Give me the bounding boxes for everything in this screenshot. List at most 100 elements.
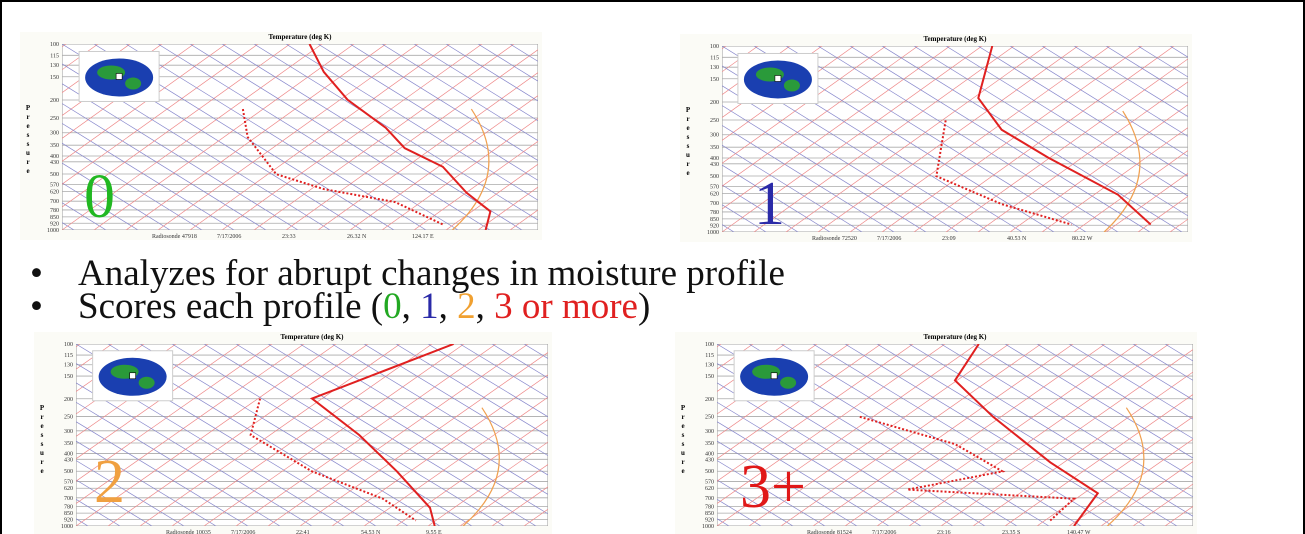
pressure-tick-label: 700 <box>50 199 59 205</box>
isotherm <box>477 186 538 230</box>
pressure-tick-label: 500 <box>705 469 714 475</box>
pressure-tick-label: 400 <box>64 452 73 458</box>
pressure-tick-label: 115 <box>64 353 73 359</box>
dry-adiabat <box>722 124 895 232</box>
pressure-tick-label: 150 <box>50 75 59 81</box>
pressure-tick-label: 700 <box>710 201 719 207</box>
dry-adiabat <box>722 85 959 232</box>
pressure-tick-label: 430 <box>705 457 714 463</box>
pressure-tick-label: 500 <box>710 174 719 180</box>
pressure-tick-label: 1000 <box>61 524 73 530</box>
pressure-tick-label: 430 <box>50 160 59 166</box>
dry-adiabat <box>876 344 1178 526</box>
isotherm <box>139 344 401 526</box>
axis-label: Pressure <box>684 106 692 178</box>
pressure-tick-label: 780 <box>705 504 714 510</box>
dry-adiabat <box>945 46 1188 197</box>
dry-adiabat <box>2 344 24 526</box>
dry-adiabat <box>381 44 538 142</box>
dry-adiabat <box>780 344 1082 526</box>
dry-adiabat <box>62 83 299 230</box>
isotherm <box>76 344 337 526</box>
dry-adiabat <box>1041 46 1188 137</box>
footer-text: 23:16 <box>937 530 951 534</box>
score: 0 <box>84 163 115 231</box>
isotherm <box>1298 46 1303 232</box>
pressure-tick-label: 130 <box>705 363 714 369</box>
pressure-tick-label: 1000 <box>707 230 719 236</box>
footer-text: 54.53 N <box>361 530 381 534</box>
pressure-tick-label: 150 <box>705 374 714 380</box>
footer-text: 40.53 N <box>1007 236 1027 242</box>
isotherm <box>1100 461 1193 526</box>
footer-text: Radiosonde 72520 <box>812 236 857 242</box>
pressure-tick-label: 780 <box>50 208 59 214</box>
dry-adiabat <box>1004 344 1193 459</box>
isotherm <box>299 351 548 526</box>
dry-adiabat <box>1293 344 1303 526</box>
bullet: • Analyzes for abrupt changes in moisture… <box>30 252 785 295</box>
dry-adiabat <box>62 162 171 230</box>
dry-adiabat <box>76 440 217 526</box>
pressure-tick-label: 100 <box>64 342 73 348</box>
dewpoint-trace <box>241 108 444 226</box>
dry-adiabat <box>427 344 548 418</box>
pressure-tick-label: 100 <box>50 42 59 48</box>
dry-adiabat <box>1036 344 1193 440</box>
dry-adiabat <box>1234 46 1303 232</box>
isotherm <box>1036 416 1193 526</box>
isotherm <box>203 344 465 526</box>
dry-adiabat <box>1266 46 1303 232</box>
pressure-tick-label: 130 <box>710 65 719 71</box>
isotherm <box>913 46 1175 232</box>
dry-adiabat <box>849 46 1151 232</box>
pressure-tick-label: 920 <box>710 223 719 229</box>
dry-adiabat <box>717 401 922 526</box>
pressure-tick-label: 200 <box>64 397 73 403</box>
dry-adiabat <box>62 122 235 230</box>
dry-adiabat <box>1068 344 1193 420</box>
pressure-tick-label: 115 <box>50 53 59 59</box>
isotherm <box>349 95 538 230</box>
pressure-tick-label: 200 <box>705 397 714 403</box>
footer-text: 22:41 <box>296 530 310 534</box>
pressure-tick-label: 350 <box>64 441 73 447</box>
temperature-trace <box>977 46 1152 226</box>
isotherm <box>62 44 227 162</box>
isotherm <box>1132 483 1193 526</box>
isotherm <box>107 344 369 526</box>
dry-adiabat <box>717 382 954 526</box>
dry-adiabat <box>76 460 185 526</box>
isotherm <box>881 46 1143 232</box>
dry-adiabat <box>76 401 281 526</box>
dry-adiabat <box>1132 344 1193 381</box>
dry-adiabat <box>785 46 1087 232</box>
isotherm <box>908 344 1170 526</box>
pressure-tick-label: 780 <box>64 504 73 510</box>
footer-text: 9.55 E <box>426 530 442 534</box>
isotherm <box>785 46 1047 232</box>
isotherm <box>945 58 1188 232</box>
pressure-tick-label: 300 <box>705 429 714 435</box>
dry-adiabat <box>459 344 548 398</box>
dry-adiabat <box>76 479 153 526</box>
dry-adiabat <box>413 44 538 122</box>
footer-text: Radiosonde 47918 <box>152 234 197 240</box>
isotherm <box>717 344 914 482</box>
moist-adiabat <box>1106 407 1145 526</box>
dry-adiabat <box>1073 46 1188 118</box>
dry-adiabat <box>722 105 927 232</box>
station-marker <box>115 73 123 80</box>
pressure-tick-label: 300 <box>50 131 59 137</box>
dry-adiabat <box>395 344 548 437</box>
panel-title: Temperature (deg K) <box>924 35 988 43</box>
pressure-tick-label: 1000 <box>702 524 714 530</box>
dry-adiabat <box>812 344 1114 526</box>
isotherm <box>849 46 1111 232</box>
isotherm <box>717 344 946 505</box>
dry-adiabat <box>331 344 548 476</box>
isotherm <box>395 419 548 526</box>
bullet-text: 2 <box>457 286 476 327</box>
